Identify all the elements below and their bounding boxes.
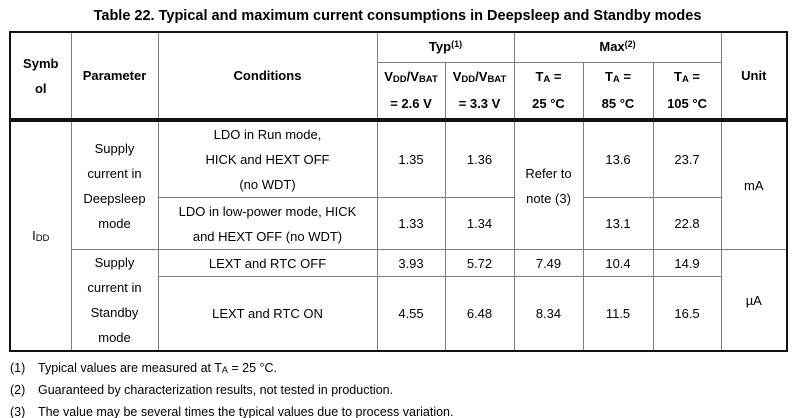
value-typ26-cell: 3.93 — [376, 248, 446, 278]
ta-t: T — [604, 69, 613, 85]
footnote-2: (2) Guaranteed by characterization result… — [10, 380, 795, 402]
header-ta-25: TA = 25 °C — [513, 61, 584, 121]
ta-85-value: 85 °C — [601, 96, 635, 112]
value-max85-cell: 10.4 — [582, 248, 654, 278]
table-title: Table 22. Typical and maximum current co… — [93, 8, 702, 24]
condition-cell: LDO in Run mode, HICK and HEXT OFF (no W… — [157, 118, 378, 198]
footnote-1: (1) Typical values are measured at TA = 2… — [10, 358, 795, 380]
idd-i: I — [32, 227, 36, 243]
value-max85-cell: 11.5 — [582, 276, 654, 352]
max-footnote-ref: (2) — [624, 38, 636, 49]
typ-label: Typ — [428, 38, 452, 54]
parameter-standby-cell: Supply current in Standby mode — [70, 249, 159, 352]
vdd-sub: DD — [461, 74, 476, 86]
value-typ33-cell: 1.34 — [444, 197, 515, 250]
condition-cell: LEXT and RTC OFF — [157, 248, 378, 278]
row-deepsleep-lowpower: LDO in low-power mode, HICK and HEXT OFF… — [10, 197, 787, 250]
value-typ26-cell: 1.35 — [376, 118, 446, 198]
idd-sub: DD — [35, 232, 50, 244]
footnote-text-pre: Typical values are measured at T — [38, 361, 222, 375]
footnote-text-post: = 25 °C. — [227, 361, 278, 375]
vdd-v: V — [384, 69, 393, 85]
footnote-text: Guaranteed by characterization results, … — [38, 383, 393, 397]
parameter-deepsleep-cell: Supply current in Deepsleep mode — [70, 118, 159, 250]
unit-ua-cell: µA — [720, 249, 788, 352]
footnote-text: The value may be several times the typic… — [38, 405, 454, 418]
footnote-3: (3) The value may be several times the ty… — [10, 402, 795, 418]
row-standby-rtc-on: LEXT and RTC ON 4.55 6.48 8.34 11.5 16.5 — [10, 276, 787, 352]
symbol-idd-cell: IDD — [9, 118, 72, 352]
header-max-group: Max(2) — [513, 31, 722, 63]
value-max25-cell: 7.49 — [513, 248, 584, 278]
header-ta-85: TA = 85 °C — [582, 61, 654, 121]
vdd-sub: DD — [392, 74, 407, 86]
vdd-3v3-value: = 3.3 V — [458, 96, 501, 112]
condition-cell: LEXT and RTC ON — [157, 276, 378, 352]
value-max25-refer-cell: Refer to note (3) — [513, 118, 584, 250]
ta-sub: A — [681, 74, 689, 86]
value-max85-cell: 13.6 — [582, 118, 654, 198]
ta-eq: = — [688, 69, 701, 85]
row-standby-rtc-off: Supply current in Standby mode LEXT and … — [10, 248, 788, 352]
footnote-number: (1) — [10, 361, 26, 375]
header-conditions: Conditions — [157, 31, 378, 121]
footnote-number: (2) — [10, 383, 26, 397]
ta-25-value: 25 °C — [532, 96, 565, 112]
vbat-v: /V — [406, 69, 419, 85]
ta-t: T — [535, 69, 544, 85]
value-max85-cell: 13.1 — [582, 197, 654, 250]
footnote-text-pre: Guaranteed by characterization results, … — [38, 383, 394, 397]
header-row-groups: Symb ol Parameter Conditions Typ(1) Max(… — [9, 31, 788, 121]
header-unit: Unit — [720, 31, 788, 121]
value-typ33-cell: 5.72 — [444, 248, 515, 278]
value-typ33-cell: 6.48 — [444, 276, 515, 352]
value-typ26-cell: 4.55 — [376, 276, 446, 352]
value-max105-cell: 16.5 — [652, 276, 722, 352]
value-max25-cell: 8.34 — [513, 276, 584, 352]
ta-eq: = — [619, 69, 632, 85]
value-typ26-cell: 1.33 — [376, 197, 446, 250]
vbat-sub: BAT — [487, 74, 507, 86]
header-ta-105: TA = 105 °C — [652, 61, 722, 121]
header-vdd-3v3: VDD/VBAT = 3.3 V — [444, 61, 515, 121]
ta-eq: = — [550, 69, 562, 85]
value-max105-cell: 14.9 — [652, 248, 722, 278]
value-max105-cell: 22.8 — [652, 197, 722, 250]
header-symbol: Symb ol — [9, 31, 72, 121]
current-consumption-table: Symb ol Parameter Conditions Typ(1) Max(… — [9, 31, 789, 352]
vdd-2v6-value: = 2.6 V — [390, 96, 432, 112]
header-parameter: Parameter — [70, 31, 159, 121]
header-vdd-2v6: VDD/VBAT = 2.6 V — [376, 61, 446, 121]
vbat-v: /V — [475, 69, 488, 85]
header-typ-group: Typ(1) — [376, 31, 515, 63]
value-max105-cell: 23.7 — [652, 118, 722, 198]
ta-sub: A — [543, 74, 551, 86]
footnote-text-pre: The value may be several times the typic… — [38, 405, 454, 418]
condition-cell: LDO in low-power mode, HICK and HEXT OFF… — [157, 197, 378, 250]
max-label: Max — [599, 38, 625, 54]
header-row-subcolumns: VDD/VBAT = 2.6 V VDD/VBAT = 3.3 V TA = 2… — [10, 61, 787, 121]
ta-105-value: 105 °C — [667, 96, 707, 112]
ta-sub: A — [612, 74, 620, 86]
footnote-text: Typical values are measured at TA = 25 °… — [38, 361, 277, 375]
typ-footnote-ref: (1) — [451, 38, 463, 49]
ta-t: T — [673, 69, 682, 85]
footnotes: (1) Typical values are measured at TA = 2… — [10, 358, 795, 418]
footnote-number: (3) — [10, 405, 26, 418]
value-typ33-cell: 1.36 — [444, 118, 515, 198]
row-deepsleep-run: IDD Supply current in Deepsleep mode LDO… — [9, 118, 788, 352]
unit-ma-cell: mA — [720, 118, 788, 250]
vdd-v: V — [452, 69, 462, 85]
vbat-sub: BAT — [418, 74, 438, 86]
footnote-ta-sub: A — [221, 365, 228, 375]
